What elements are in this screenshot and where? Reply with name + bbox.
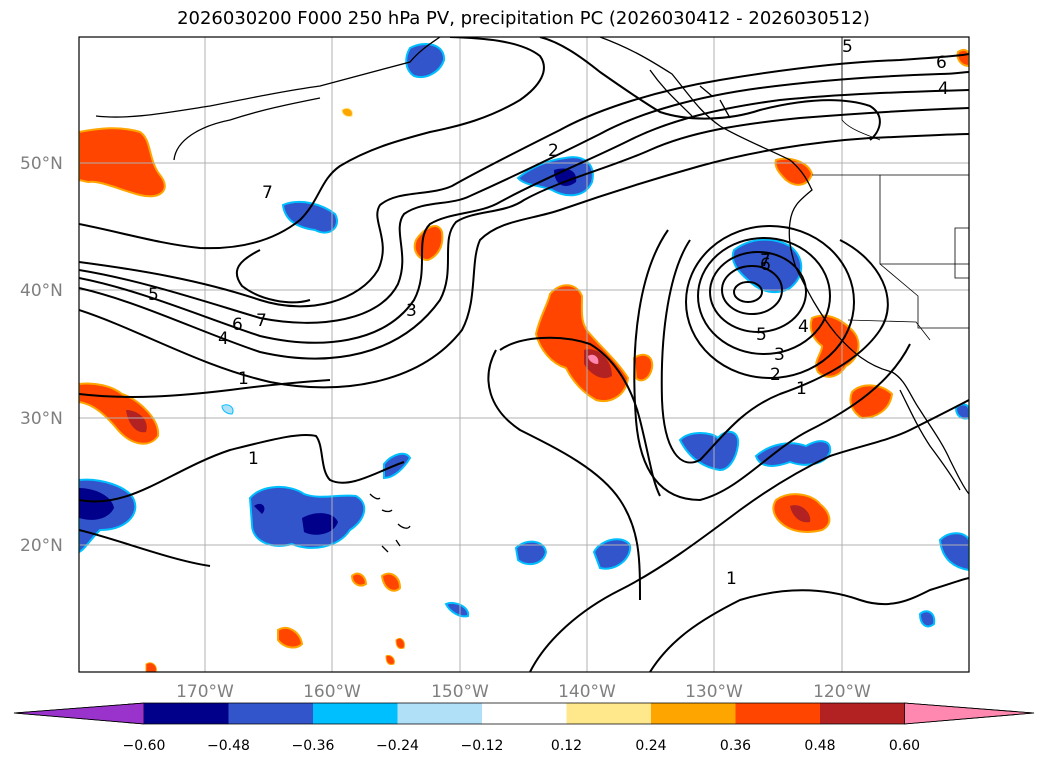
contour-label: 5: [842, 37, 853, 57]
colorbar-segment: [144, 703, 229, 724]
latitude-labels: 50°N 40°N 30°N 20°N: [20, 154, 63, 556]
map-frame: [78, 36, 970, 673]
map-title: 2026030200 F000 250 hPa PV, precipitatio…: [177, 8, 870, 29]
precip-negative-patch: [221, 404, 234, 415]
contour-label: 6: [760, 255, 771, 275]
contour-label: 4: [798, 317, 809, 337]
colorbar-segment: [482, 703, 567, 724]
precip-positive-patch: [145, 662, 157, 672]
lon-label: 130°W: [685, 682, 743, 702]
lon-label: 170°W: [176, 682, 234, 702]
colorbar-tick-label: 0.12: [551, 738, 582, 754]
contour-label: 6: [936, 53, 947, 73]
pv-low-contours: [633, 225, 911, 502]
colorbar-segment: [566, 703, 651, 724]
precip-positive-patch: [380, 572, 402, 592]
precip-negative-patch: [938, 532, 969, 572]
precip-positive-patch: [79, 127, 166, 198]
contour-label: 1: [796, 379, 807, 399]
coastlines: [95, 37, 969, 553]
colorbar-tick-label: 0.48: [804, 738, 835, 754]
contour-label: 3: [774, 345, 785, 365]
contour-label: 5: [756, 325, 767, 345]
precip-negative-patch: [281, 201, 338, 234]
precip-positive-patch: [341, 107, 353, 117]
colorbar-segment: [397, 703, 482, 724]
precip-positive-patch: [277, 626, 304, 649]
colorbar-tick-label: 0.24: [635, 738, 666, 754]
precip-positive-patch: [395, 637, 405, 649]
contour-label: 2: [548, 141, 559, 161]
contour-label: 5: [148, 285, 159, 305]
colorbar-tick-label: 0.36: [720, 738, 751, 754]
precip-positive-patch: [774, 157, 814, 186]
lat-label: 20°N: [20, 536, 63, 556]
colorbar: −0.60 −0.48 −0.36 −0.24 −0.12 0.12 0.24 …: [13, 702, 1035, 754]
colorbar-tick-label: −0.48: [207, 738, 250, 754]
colorbar-tick-label: −0.36: [292, 738, 335, 754]
lon-label: 160°W: [303, 682, 361, 702]
contour-label: 4: [938, 79, 949, 99]
contour-label: 3: [406, 301, 417, 321]
precip-negative-patch: [514, 540, 548, 566]
pv-contours: [79, 37, 969, 672]
contour-label: 2: [770, 365, 781, 385]
lat-label: 40°N: [20, 281, 63, 301]
colorbar-tick-label: −0.24: [376, 738, 419, 754]
contour-label: 6: [232, 315, 243, 335]
lat-label: 50°N: [20, 154, 63, 174]
lon-label: 140°W: [558, 682, 616, 702]
precip-positive-patch: [632, 353, 654, 382]
contour-label: 1: [238, 369, 249, 389]
contour-label: 4: [218, 329, 229, 349]
precip-negative-patch: [754, 440, 832, 467]
precip-positive-patch: [350, 572, 368, 587]
contour-label: 1: [726, 569, 737, 589]
precip-positive-patch: [385, 655, 395, 665]
precip-negative-patch: [918, 610, 936, 628]
precip-negative-patch: [444, 602, 470, 618]
longitude-labels: 170°W 160°W 150°W 140°W 130°W 120°W: [176, 682, 871, 702]
colorbar-segment: [735, 703, 820, 724]
pv-contour-labels: 5 6 4 7 2 7 5 6 7 4 1 3 1 6 5 4 3 2 1 1: [148, 37, 949, 589]
lat-label: 30°N: [20, 409, 63, 429]
colorbar-segment: [313, 703, 398, 724]
contour-label: 7: [256, 311, 267, 331]
lon-label: 150°W: [431, 682, 489, 702]
colorbar-segment: [228, 703, 313, 724]
colorbar-segment: [651, 703, 736, 724]
contour-label: 7: [760, 251, 771, 271]
colorbar-extend-right: [904, 702, 1035, 725]
colorbar-tick-label: 0.60: [889, 738, 920, 754]
colorbar-tick-label: −0.60: [123, 738, 166, 754]
colorbar-tick-label: −0.12: [461, 738, 504, 754]
colorbar-segment: [820, 703, 905, 724]
colorbar-extend-left: [13, 702, 145, 725]
lon-label: 120°W: [813, 682, 871, 702]
precip-negative-patch: [383, 452, 412, 480]
contour-label: 1: [248, 449, 259, 469]
contour-label: 7: [262, 183, 273, 203]
